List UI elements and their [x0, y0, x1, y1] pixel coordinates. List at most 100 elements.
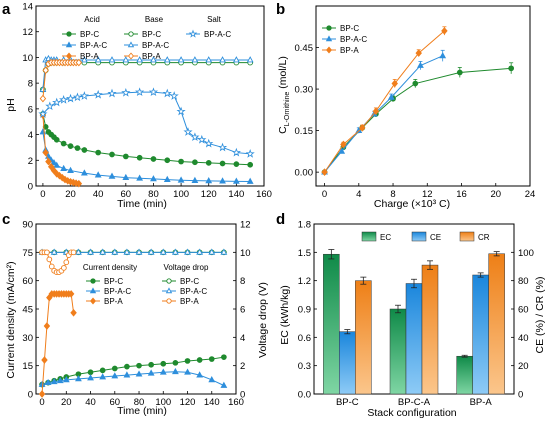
panel-a-series-line-0: [42, 113, 251, 166]
panel-a-data-point: [246, 177, 254, 184]
panel-a-data-point: [39, 128, 47, 135]
panel-c-data-point: [41, 356, 48, 364]
panel-b-plot-frame: [315, 5, 531, 187]
panel-d-y-right-tick-label: 40: [518, 333, 529, 344]
panel-d-y-tick-label: 1.8: [298, 220, 311, 231]
panel-c-data-point: [111, 248, 119, 255]
panel-c-data-point: [171, 248, 179, 255]
panel-c-x-tick-label: 60: [109, 397, 120, 408]
panel-c-data-point: [43, 322, 51, 330]
panel-c-data-point: [48, 263, 55, 270]
panel-a-data-point: [38, 109, 48, 118]
panel-a-data-point: [162, 88, 172, 98]
panel-c-x-tick-label: 100: [155, 397, 171, 408]
axis-label-d-y-left: EC (kWh/kg): [279, 285, 291, 345]
panel-a-data-point: [148, 87, 159, 97]
panel-c-y-tick-label: 15: [22, 361, 33, 372]
panel-c-data-point: [67, 290, 75, 298]
panel-c-legend-marker: [89, 287, 97, 294]
panel-a-data-point: [67, 166, 74, 173]
panel-a-data-point: [59, 95, 69, 104]
panel-c-legend-label: BP-C: [104, 277, 123, 286]
panel-a-legend-label: BP-A: [142, 52, 161, 61]
panel-b-data-point: [508, 65, 515, 72]
panel-c-legend-marker: [165, 287, 173, 294]
panel-a-data-point: [245, 149, 255, 158]
panel-c-data-point: [208, 376, 216, 383]
panel-a-legend-header: Salt: [207, 15, 222, 24]
panel-a-data-point: [50, 159, 58, 166]
panel-b-y-tick-label: 0.45: [295, 43, 314, 54]
panel-a-data-point: [59, 173, 66, 182]
panel-c-data-point: [62, 376, 70, 383]
panel-c-data-point: [87, 369, 94, 376]
panel-a-data-point: [177, 56, 185, 63]
panel-c-y-right-tick-label: 10: [240, 248, 251, 259]
panel-a-data-point: [204, 138, 214, 148]
panel-a-data-point: [60, 164, 68, 172]
panel-b-legend-label: BP-A: [340, 46, 359, 55]
panel-b-x-tick-label: 8: [390, 189, 395, 200]
panel-c-data-point: [38, 380, 46, 387]
panel-c-data-point: [123, 248, 131, 255]
panel-b-series-line-0: [324, 67, 512, 173]
panel-d-legend-swatch: [459, 231, 475, 242]
panel-d-y-tick-label: 1.5: [298, 248, 311, 259]
panel-a-data-point: [45, 101, 55, 111]
panel-a-series-line-3: [42, 62, 251, 90]
panel-c-legend-marker: [89, 297, 97, 305]
panel-b-x-tick-label: 16: [456, 189, 467, 200]
panel-a-data-point: [163, 56, 171, 63]
panel-d-legend-swatch: [361, 231, 377, 242]
panel-a-data-point: [231, 147, 241, 157]
panel-c-data-point: [63, 259, 70, 266]
panel-c-legend-marker: [166, 298, 172, 304]
panel-c-series-line-1: [41, 371, 225, 386]
panel-a-legend-header: Acid: [84, 15, 100, 24]
panel-a-y-tick-label: 0: [28, 182, 33, 193]
axis-label-c-x: Time (min): [117, 405, 167, 417]
panel-a-legend-marker: [66, 31, 72, 37]
panel-d-category-label: BP-C-A: [398, 397, 431, 408]
panel-d-bar-ec: [389, 308, 407, 395]
panel-a-legend-label: BP-A-C: [204, 30, 231, 39]
panel-c-y-tick-label: 30: [22, 333, 33, 344]
panel-b-legend-marker: [326, 25, 332, 31]
panel-a-x-tick-label: 60: [121, 189, 132, 200]
panel-c-data-point: [159, 248, 167, 255]
panel-d-category-label: BP-C: [336, 397, 359, 408]
panel-c-data-point: [171, 367, 179, 375]
panel-a-legend-marker: [188, 29, 198, 38]
panel-c-y-tick-label: 45: [22, 305, 33, 316]
panel-d-legend-label: CE: [430, 233, 441, 242]
panel-a-y-tick-label: 10: [22, 53, 33, 64]
panel-c-data-point: [135, 248, 143, 255]
panel-b-y-tick-label: 0.15: [295, 126, 314, 137]
panel-a-data-point: [191, 56, 199, 63]
panel-c-data-point: [147, 369, 155, 376]
panel-d-y-tick-label: 1.2: [298, 276, 311, 287]
panel-a-data-point: [205, 56, 213, 63]
panel-c-data-point: [148, 361, 155, 368]
panel-d-bar-ce: [339, 331, 356, 395]
panel-c-legend-label: BP-A-C: [104, 287, 131, 296]
panel-a-data-point: [136, 56, 144, 63]
panel-a-data-point: [122, 153, 129, 160]
panel-a-data-point: [52, 97, 62, 107]
panel-a-data-point: [108, 172, 116, 179]
panel-a-y-tick-label: 4: [28, 130, 33, 141]
panel-b-data-point: [439, 52, 447, 59]
panel-a-legend-marker: [127, 41, 135, 48]
panel-b-legend-label: BP-A-C: [340, 35, 367, 44]
panel-c-y-right-tick-label: 12: [240, 220, 251, 231]
panel-d-y-right-tick-label: 80: [518, 276, 529, 287]
panel-c-data-point: [56, 376, 64, 384]
panel-a-data-point: [136, 154, 143, 161]
panel-letter-d: d: [276, 211, 285, 228]
panel-c-data-point: [46, 256, 53, 263]
panel-a-data-point: [192, 159, 198, 166]
panel-d-legend-swatch: [411, 231, 427, 242]
panel-d-bar-ec: [456, 355, 473, 395]
axis-label-b-y-main: C: [277, 126, 289, 134]
panel-c-data-point: [196, 357, 203, 363]
